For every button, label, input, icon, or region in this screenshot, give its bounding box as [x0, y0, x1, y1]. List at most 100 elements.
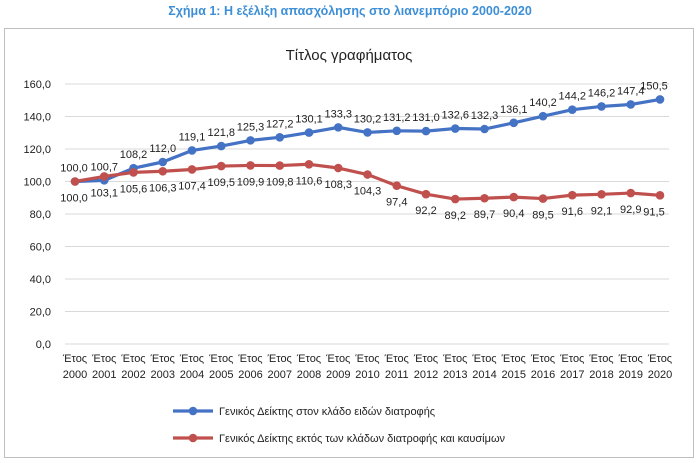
data-point	[187, 146, 197, 155]
x-tick-label: Έτος	[384, 353, 409, 365]
data-label: 127,2	[266, 118, 294, 130]
data-point	[275, 133, 285, 142]
data-label: 103,1	[90, 187, 118, 199]
data-point	[597, 102, 606, 111]
data-point	[333, 123, 343, 132]
x-tick-label: 2019	[619, 369, 643, 381]
data-label: 144,2	[558, 91, 586, 103]
data-label: 91,5	[643, 206, 664, 218]
data-point	[275, 161, 285, 170]
data-label: 119,1	[179, 131, 206, 143]
x-tick-label: Έτος	[530, 353, 555, 365]
data-label: 100,0	[60, 193, 88, 205]
data-label: 130,2	[354, 113, 382, 125]
data-point	[129, 168, 138, 177]
data-label: 109,9	[237, 176, 265, 188]
x-tick-label: Έτος	[442, 353, 467, 365]
data-label: 105,6	[120, 183, 148, 195]
data-label: 112,0	[149, 143, 176, 155]
x-tick-label: Έτος	[208, 353, 233, 365]
data-point	[567, 105, 577, 114]
data-point	[158, 157, 168, 167]
data-point	[246, 136, 255, 145]
y-tick-label: 100,0	[23, 177, 51, 189]
data-label: 92,2	[415, 205, 436, 217]
data-label: 108,2	[120, 149, 148, 161]
data-point	[392, 126, 402, 136]
x-tick-label: 2017	[560, 369, 584, 381]
y-tick-label: 60,0	[30, 242, 51, 254]
chart-frame: Τίτλος γραφήματος 0,0 20,0 40,0 60,0 80,0 100,…	[4, 28, 694, 458]
data-label: 89,2	[445, 210, 466, 222]
data-point	[216, 161, 226, 171]
data-label: 131,2	[383, 112, 411, 124]
legend-label-2: Γενικός Δείκτης εκτός των κλάδων διατροφ…	[219, 433, 506, 445]
data-point	[158, 166, 168, 176]
data-label: 132,3	[471, 110, 499, 122]
data-point	[421, 189, 431, 199]
data-label: 132,6	[441, 110, 469, 122]
x-tick-label: 2001	[92, 369, 116, 381]
x-tick-label: Έτος	[237, 353, 262, 365]
y-tick-label: 20,0	[30, 307, 51, 319]
x-tick-label: 2004	[180, 369, 204, 381]
x-tick-label: 2014	[472, 369, 496, 381]
y-tick-label: 40,0	[30, 274, 51, 286]
data-point	[246, 161, 255, 170]
x-tick-label: 2020	[648, 369, 672, 381]
data-label: 125,3	[237, 121, 265, 133]
data-point	[421, 126, 431, 136]
data-label: 100,7	[90, 161, 118, 173]
data-label: 89,5	[532, 210, 553, 222]
data-label: 97,4	[386, 197, 407, 209]
data-label: 100,0	[60, 163, 88, 175]
data-label: 130,1	[295, 114, 323, 126]
data-label: 106,3	[149, 182, 177, 194]
x-tick-label: Έτος	[150, 353, 175, 365]
x-tick-label: 2018	[589, 369, 613, 381]
x-tick-label: 2006	[238, 369, 262, 381]
data-point	[567, 190, 577, 200]
data-point	[538, 194, 548, 203]
data-label: 150,5	[640, 80, 668, 92]
x-tick-label: 2009	[326, 369, 350, 381]
x-tick-label: 2000	[63, 369, 87, 381]
x-tick-label: 2016	[531, 369, 555, 381]
data-label: 110,6	[296, 175, 323, 187]
data-label: 131,0	[412, 112, 440, 124]
data-point	[480, 193, 489, 203]
figure-caption: Σχήμα 1: Η εξέλιξη απασχόλησης στο λιανε…	[168, 4, 532, 18]
x-tick-label: 2003	[151, 369, 175, 381]
line-chart: Τίτλος γραφήματος 0,0 20,0 40,0 60,0 80,0 100,…	[23, 47, 672, 445]
data-label: 90,4	[503, 208, 524, 220]
data-point	[304, 159, 314, 169]
x-tick-label: 2012	[414, 369, 438, 381]
data-point	[392, 181, 402, 191]
data-label: 109,5	[207, 177, 235, 189]
data-point	[626, 100, 636, 109]
x-tick-label: Έτος	[62, 353, 87, 365]
x-tick-label: 2007	[268, 369, 292, 381]
data-point	[655, 191, 665, 200]
data-point	[450, 194, 460, 204]
x-tick-label: 2015	[502, 369, 526, 381]
x-tick-label: Έτος	[179, 353, 204, 365]
data-label: 107,4	[178, 180, 206, 192]
x-tick-label: 2013	[443, 369, 467, 381]
data-point	[480, 124, 489, 134]
x-tick-label: Έτος	[559, 353, 584, 365]
x-tick-label: Έτος	[647, 353, 672, 365]
data-point	[363, 170, 372, 179]
y-tick-label: 120,0	[23, 144, 51, 156]
y-tick-label: 80,0	[30, 209, 51, 221]
y-tick-label: 0,0	[36, 339, 51, 351]
data-label: 136,1	[500, 104, 528, 116]
chart-title: Τίτλος γραφήματος	[286, 47, 413, 64]
x-tick-label: 2002	[121, 369, 145, 381]
data-label: 121,8	[207, 127, 235, 139]
data-label: 104,3	[354, 186, 382, 198]
data-point	[450, 124, 460, 133]
y-tick-label: 140,0	[23, 112, 51, 124]
legend-marker-2	[188, 433, 198, 443]
legend-marker-1	[188, 406, 198, 416]
